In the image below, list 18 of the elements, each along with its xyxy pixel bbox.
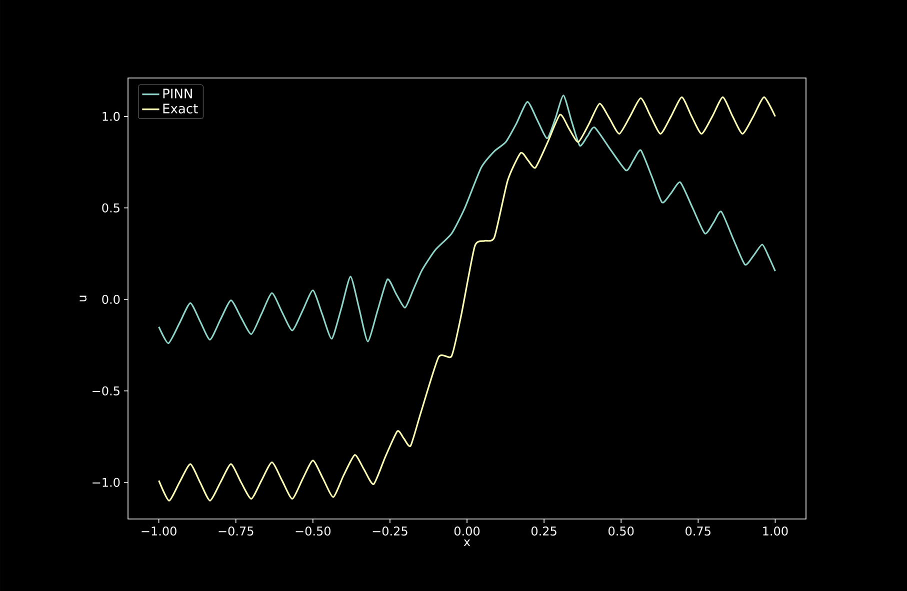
x-tick-label: 0.75 bbox=[686, 526, 710, 536]
x-tick-label: −1.00 bbox=[142, 526, 176, 536]
x-tick-label: 1.00 bbox=[763, 526, 788, 536]
x-tick-label: 0.25 bbox=[531, 526, 556, 536]
y-tick-label: −0.5 bbox=[92, 386, 120, 396]
legend-label: PINN bbox=[163, 88, 192, 98]
x-tick-label: 0.00 bbox=[454, 526, 480, 536]
y-tick-label: 0.0 bbox=[102, 294, 120, 304]
legend-label: Exact bbox=[163, 104, 198, 114]
x-axis-title: x bbox=[464, 539, 470, 546]
y-tick-label: −1.0 bbox=[92, 478, 120, 487]
y-tick-label: 0.5 bbox=[102, 203, 120, 212]
x-tick-label: −0.25 bbox=[372, 526, 408, 536]
y-tick-label: 1.0 bbox=[102, 112, 120, 121]
x-tick-label: −0.50 bbox=[296, 526, 331, 536]
x-tick-label: −0.75 bbox=[218, 526, 254, 536]
y-axis-title: u bbox=[80, 296, 86, 302]
x-tick-label: 0.50 bbox=[608, 526, 634, 536]
